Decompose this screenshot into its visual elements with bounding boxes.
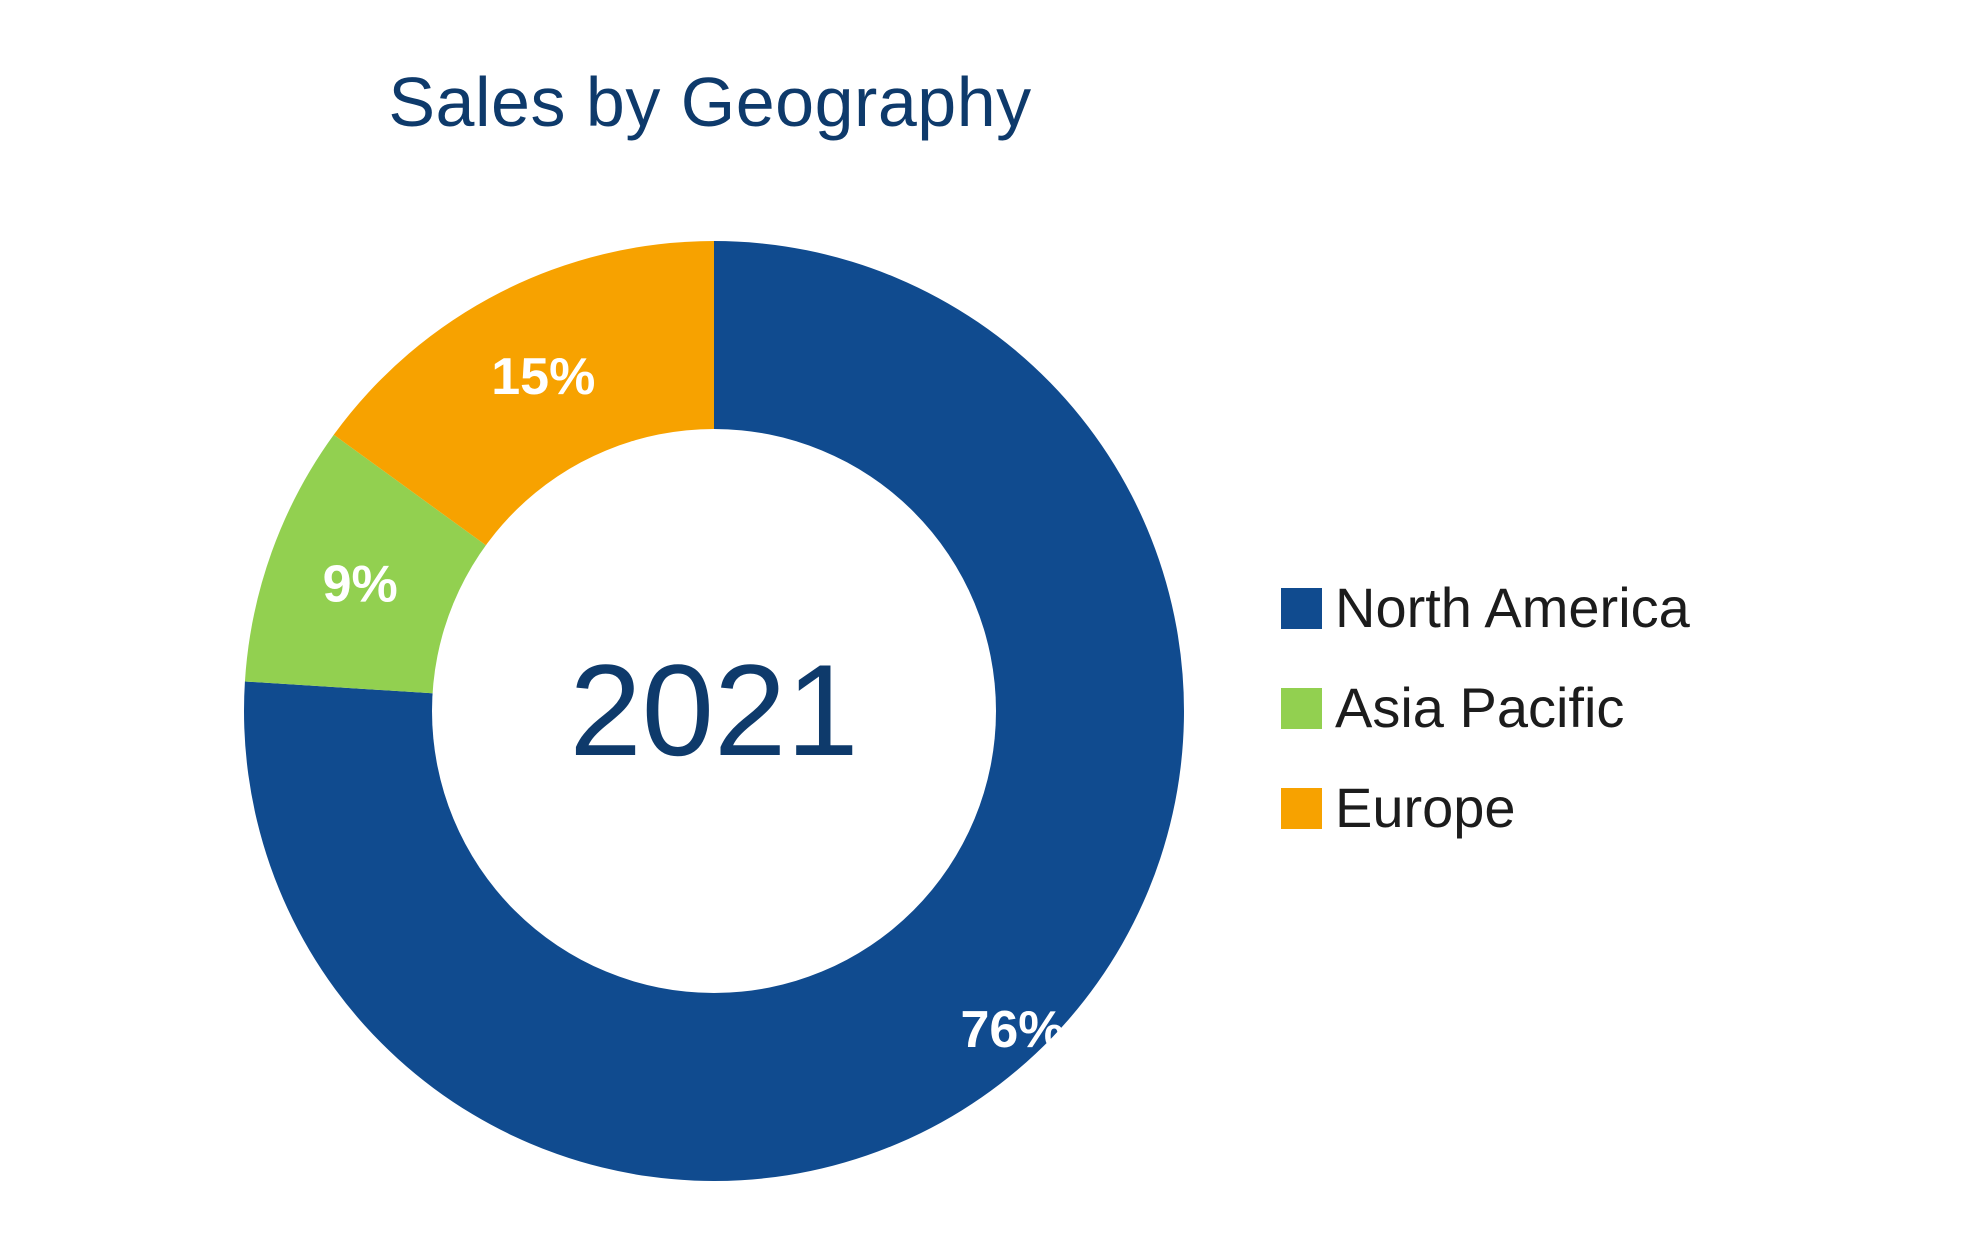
legend-swatch [1281,588,1322,629]
legend-swatch [1281,788,1322,829]
slice-label-north-america: 76% [960,1001,1064,1059]
chart-title: Sales by Geography [388,63,1032,141]
slice-label-asia-pacific: 9% [323,556,398,614]
donut-hole [432,429,996,993]
legend-label: Europe [1335,776,1516,839]
slice-labels: 76% 9% 15% [323,348,1065,1059]
legend-swatch [1281,688,1322,729]
legend-label: North America [1335,576,1690,639]
center-year-label: 2021 [569,637,858,783]
legend-label: Asia Pacific [1335,676,1625,739]
slice-label-europe: 15% [491,348,595,406]
